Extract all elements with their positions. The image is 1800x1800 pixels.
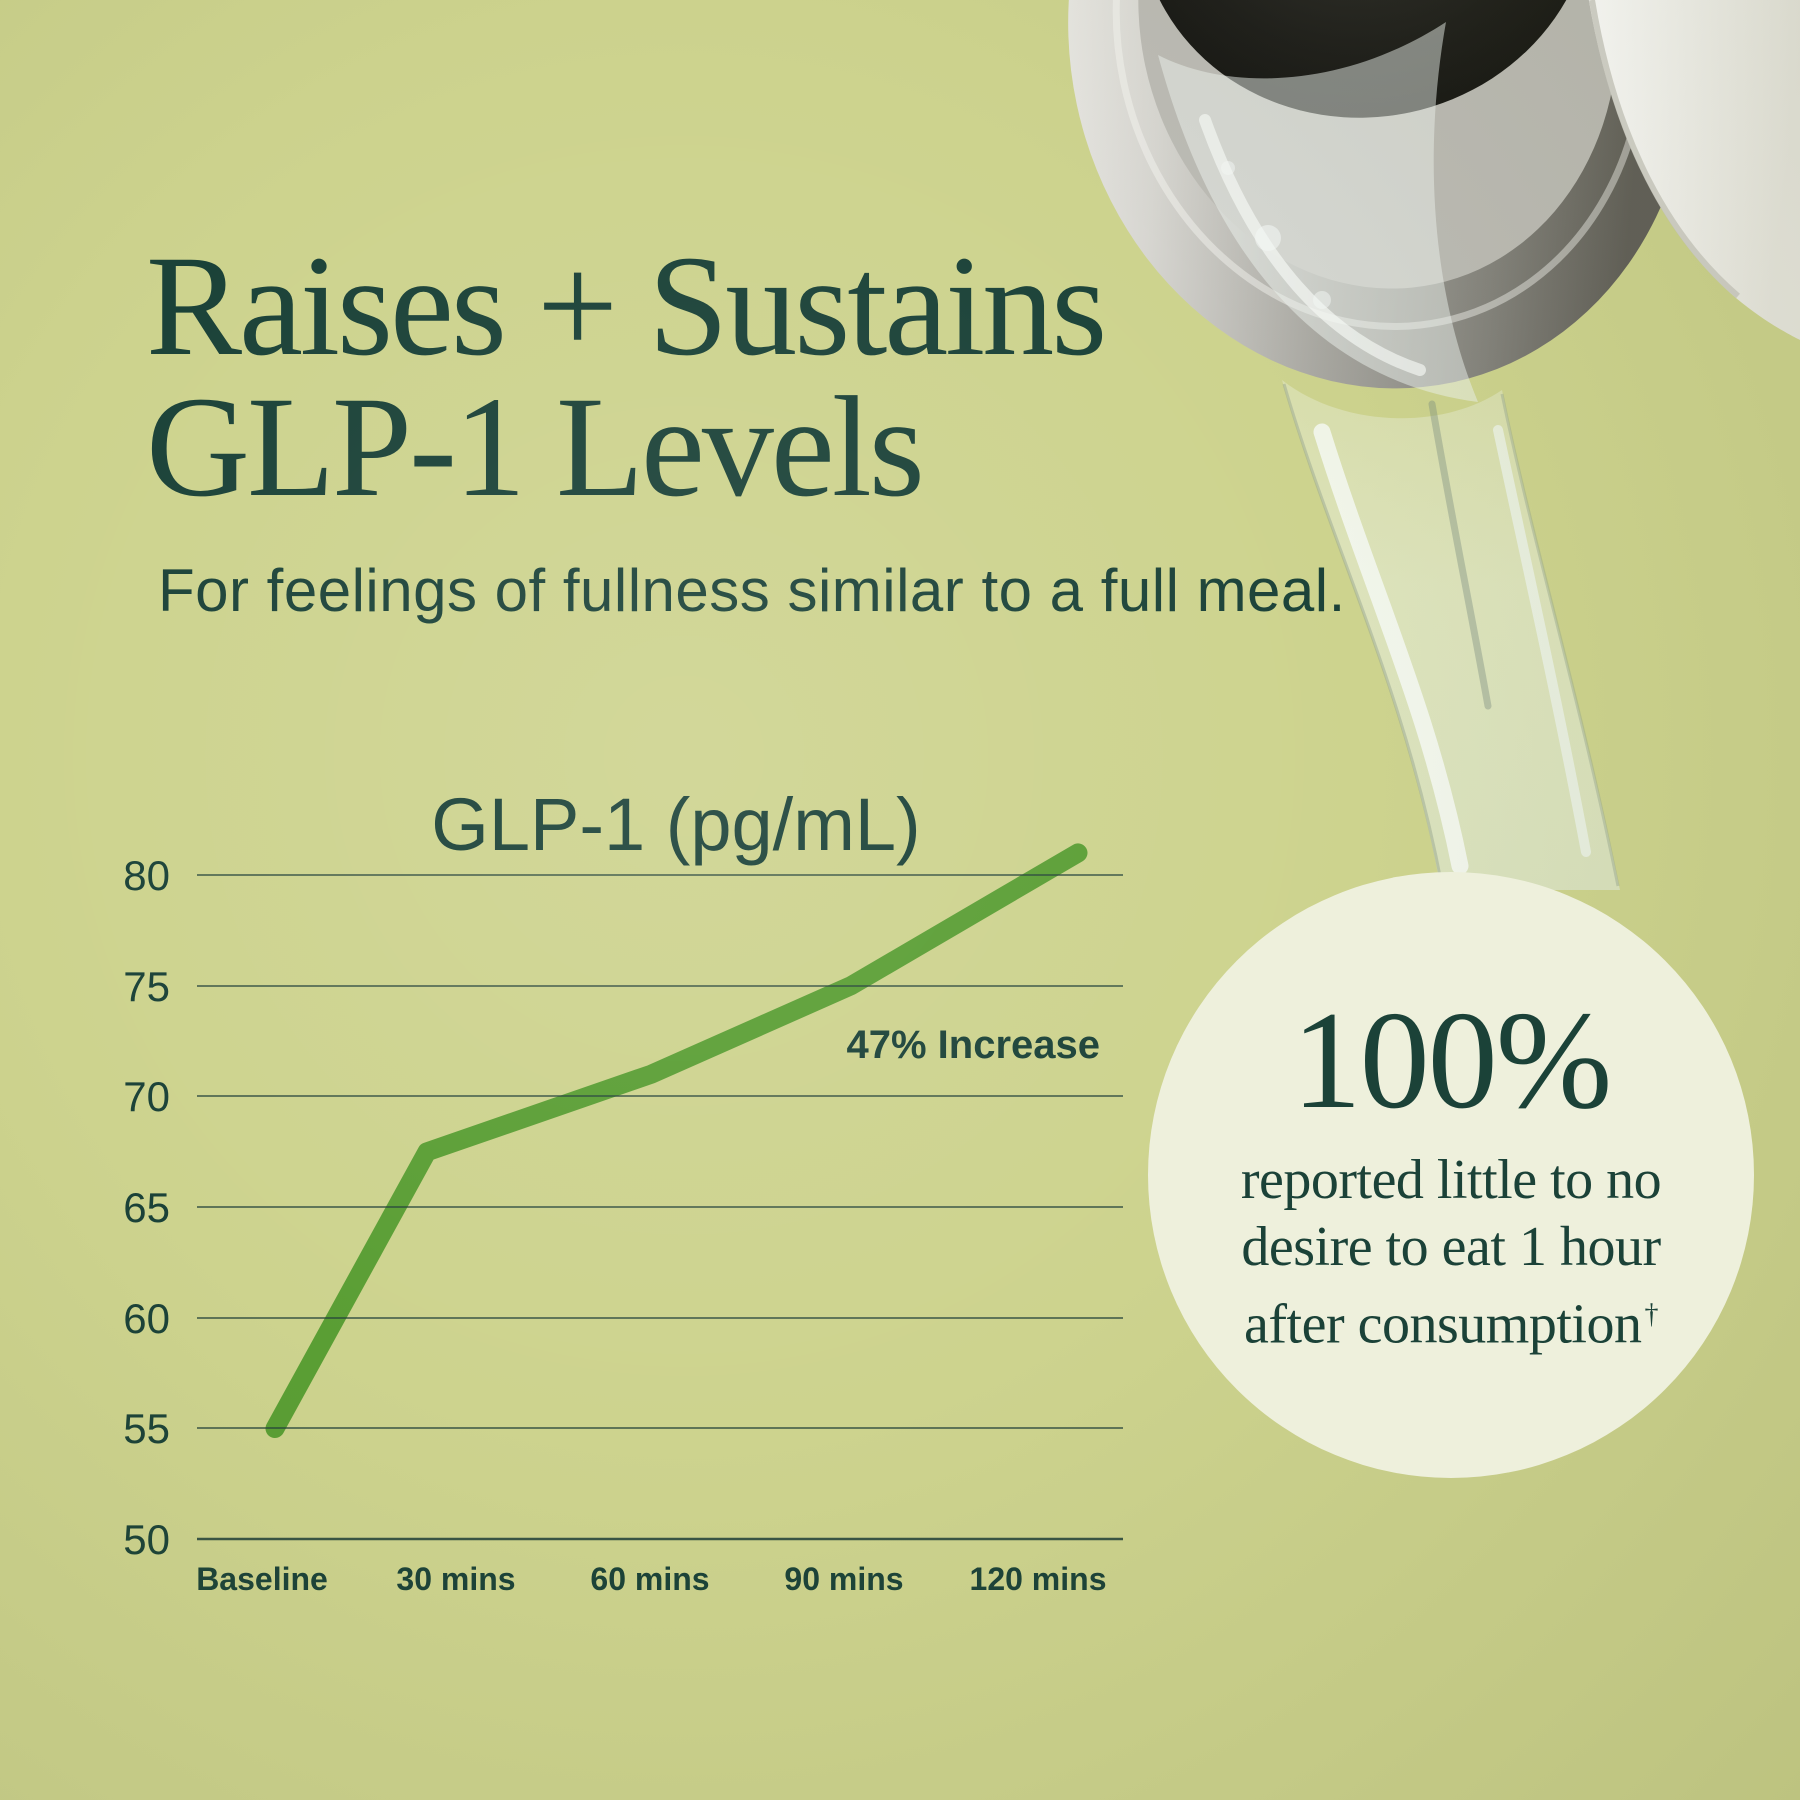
dagger-footnote-mark: † [1644,1299,1658,1331]
badge-percentage: 100% [1291,983,1613,1139]
y-axis-labels: 80 75 70 65 60 55 50 [123,852,170,1563]
water-bubble [1313,291,1331,309]
ytick-55: 55 [123,1405,170,1452]
glp1-line [265,843,1088,1438]
xtick-120mins: 120 mins [970,1561,1107,1597]
water-stream-right-edge [1500,393,1620,887]
badge-text-line-3: after consumption † [1244,1281,1658,1359]
xtick-baseline: Baseline [196,1561,328,1597]
pitcher-opening [1138,0,1594,118]
jug-body-edge [1589,0,1740,299]
ytick-75: 75 [123,963,170,1010]
ytick-70: 70 [123,1073,170,1120]
ytick-80: 80 [123,852,170,899]
water-stream-highlight-thin [1493,425,1591,857]
headline-line-2: GLP-1 Levels [146,368,925,527]
pitcher-photo [1068,0,1800,890]
headline: Raises + Sustains GLP-1 Levels [146,227,1107,527]
jug-body [1588,0,1800,340]
water-stream-shadow-streak [1428,400,1492,710]
water-stream-highlight [1313,423,1469,875]
badge-text-line-3-text: after consumption [1244,1293,1642,1356]
water-bubble [1255,225,1281,251]
headline-line-1: Raises + Sustains [146,227,1107,386]
xtick-90mins: 90 mins [784,1561,903,1597]
xtick-60mins: 60 mins [590,1561,709,1597]
water-stream [1282,380,1620,890]
xtick-30mins: 30 mins [396,1561,515,1597]
spout-water-sheet [1158,22,1478,402]
subtitle: For feelings of fullness similar to a fu… [158,557,1346,624]
ytick-50: 50 [123,1516,170,1563]
stat-badge: 100% reported little to no desire to eat… [1148,872,1754,1478]
gridlines [197,874,1123,1541]
x-axis-labels: Baseline 30 mins 60 mins 90 mins 120 min… [196,1561,1106,1597]
badge-text-line-2: desire to eat 1 hour [1241,1216,1661,1279]
badge-text-line-1: reported little to no [1240,1149,1662,1212]
water-bubble [1221,161,1235,175]
glp1-chart: GLP-1 (pg/mL) 80 75 70 65 60 55 50 [123,783,1123,1597]
chart-title: GLP-1 (pg/mL) [431,783,920,866]
ytick-60: 60 [123,1295,170,1342]
chart-annotation-47pct: 47% Increase [846,1023,1100,1067]
ytick-65: 65 [123,1184,170,1231]
water-stream-left-edge [1282,383,1444,887]
